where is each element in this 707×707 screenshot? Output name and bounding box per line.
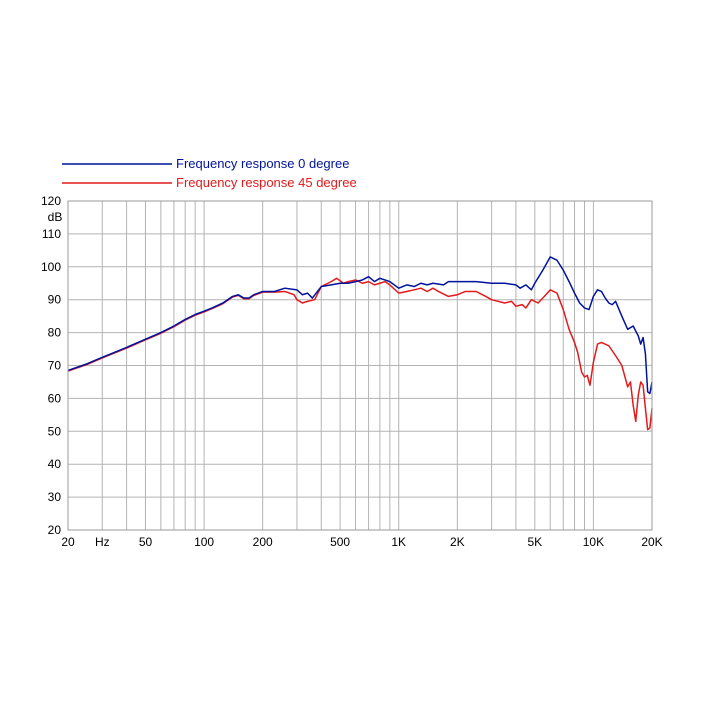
x-axis: 20 Hz 50 100 200 500 1K 2K 5K 10K 20K [61,535,662,549]
x-tick-label: 20 [61,535,75,549]
legend-label: Frequency response 0 degree [176,156,349,171]
legend: Frequency response 0 degree Frequency res… [62,156,357,190]
plot-frame [67,200,653,531]
y-tick-label: 70 [48,359,62,373]
y-tick-label: 60 [48,391,62,405]
series-line [67,256,653,395]
x-tick-label: 50 [139,535,153,549]
y-tick-label: 80 [48,326,62,340]
x-tick-label: 1K [391,535,406,549]
x-tick-label: 10K [583,535,604,549]
x-tick-label: 500 [330,535,350,549]
y-tick-label: 40 [48,457,62,471]
y-tick-label: 50 [48,424,62,438]
y-tick-label: 30 [48,490,62,504]
x-tick-label: Hz [95,535,110,549]
grid [68,201,652,530]
y-tick-label: 110 [42,227,61,241]
y-tick-label: 90 [48,293,62,307]
x-tick-label: 5K [527,535,542,549]
y-tick-label: 20 [48,523,62,537]
y-tick-label: 120 [41,194,61,208]
x-tick-label: 20K [641,535,662,549]
x-tick-label: 100 [194,535,214,549]
y-tick-label: 100 [41,260,61,274]
y-axis: 120 110 100 90 80 70 60 50 40 30 20 [41,194,61,537]
legend-label: Frequency response 45 degree [176,175,357,190]
y-axis-label: dB [48,210,63,224]
x-tick-label: 200 [253,535,273,549]
series-layer [67,256,653,431]
x-tick-label: 2K [450,535,465,549]
